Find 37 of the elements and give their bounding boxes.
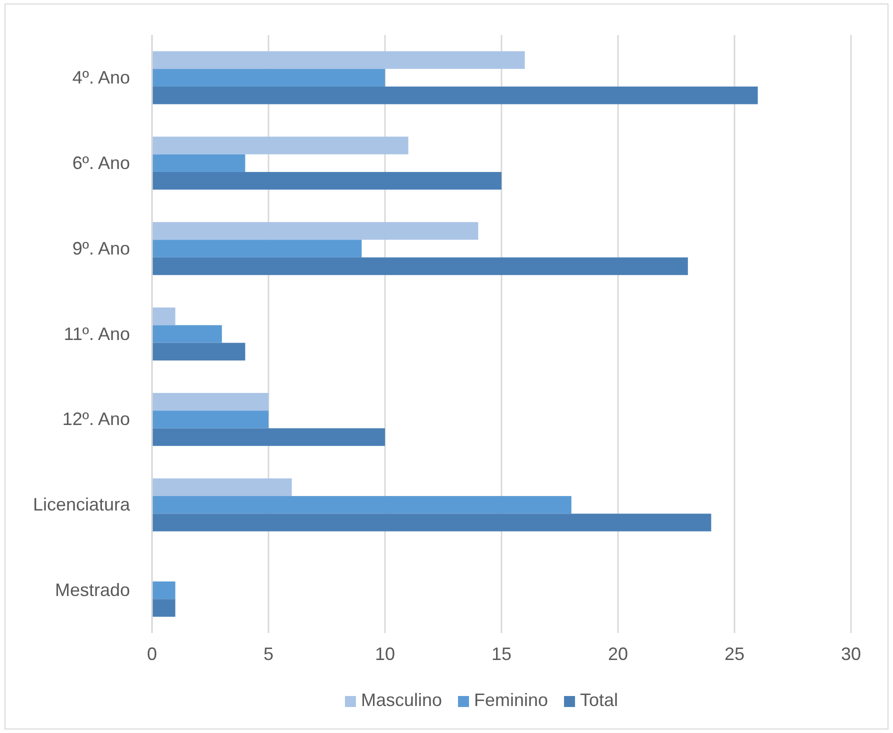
bar: [152, 172, 502, 190]
bar: [152, 392, 268, 411]
bar: [152, 257, 688, 276]
y-tick-label: 11º. Ano: [64, 324, 130, 344]
bar: [152, 410, 268, 428]
bar: [152, 136, 408, 154]
bar: [152, 325, 222, 343]
x-tick-label: 25: [724, 644, 745, 664]
bar: [152, 86, 758, 104]
bar: [152, 240, 362, 258]
x-tick-label: 20: [608, 644, 628, 664]
x-tick-label: 0: [146, 644, 158, 664]
bar: [152, 154, 246, 172]
bar: [152, 428, 385, 446]
bar: [152, 599, 176, 617]
bar: [152, 496, 572, 514]
bar: [152, 222, 478, 240]
y-tick-label: 12º. Ano: [62, 409, 130, 430]
legend-label: Masculino: [360, 690, 442, 710]
y-tick-label: 9º. Ano: [72, 238, 130, 258]
legend-label: Feminino: [474, 690, 548, 710]
y-tick-label: Mestrado: [54, 580, 130, 600]
bar: [152, 51, 525, 69]
x-tick-label: 30: [840, 644, 862, 664]
bar: [152, 308, 176, 326]
y-tick-label: Licenciatura: [32, 494, 131, 515]
x-tick-label: 10: [374, 644, 396, 664]
bar: [152, 581, 176, 600]
y-tick-label: 4º. Ano: [72, 67, 130, 88]
bar: [152, 514, 712, 532]
bar: [152, 68, 385, 87]
legend-label: Total: [580, 690, 618, 710]
y-tick-label: 6º. Ano: [72, 152, 130, 173]
bar: [152, 342, 246, 360]
x-tick-label: 15: [491, 644, 512, 664]
x-tick-label: 5: [263, 644, 274, 664]
bar: [152, 478, 292, 496]
